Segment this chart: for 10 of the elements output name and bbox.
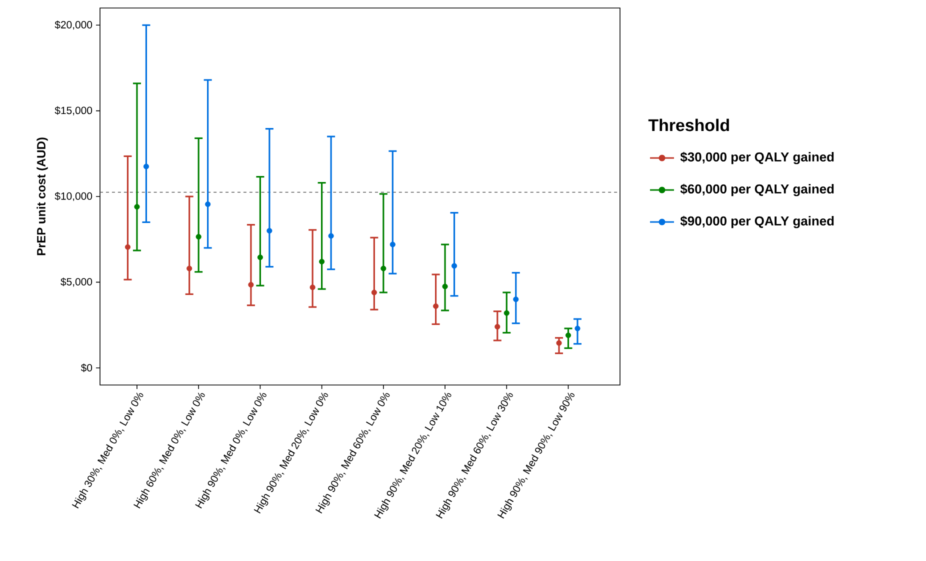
- y-tick-label: $0: [80, 364, 92, 372]
- legend-label: $60,000 per QALY gained: [680, 184, 834, 196]
- y-tick-label: $5,000: [60, 278, 92, 287]
- legend-label: $30,000 per QALY gained: [680, 152, 834, 164]
- y-tick-label: $10,000: [54, 192, 92, 202]
- y-tick-label: $20,000: [54, 20, 92, 30]
- y-tick-label: $15,000: [54, 106, 92, 116]
- legend-title: Threshold: [648, 118, 729, 132]
- y-axis-title: PrEP unit cost (AUD): [36, 138, 48, 256]
- legend-label: $90,000 per QALY gained: [680, 216, 834, 228]
